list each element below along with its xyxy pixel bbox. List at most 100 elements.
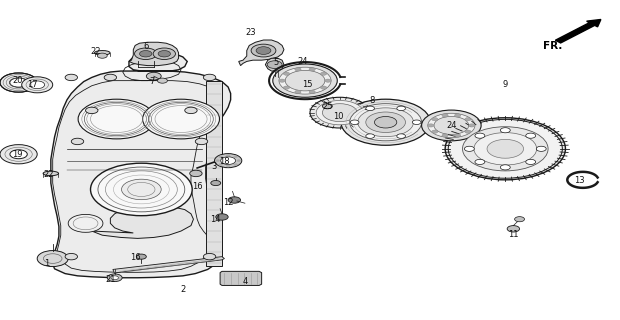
Circle shape: [428, 124, 434, 127]
Text: 13: 13: [574, 176, 585, 185]
Circle shape: [448, 119, 562, 178]
Circle shape: [256, 47, 271, 54]
Circle shape: [111, 276, 118, 280]
Polygon shape: [206, 81, 222, 266]
Polygon shape: [113, 257, 224, 274]
Circle shape: [507, 226, 520, 232]
Circle shape: [10, 150, 27, 159]
Circle shape: [526, 159, 536, 164]
Circle shape: [37, 251, 68, 267]
Text: 15: 15: [302, 80, 312, 89]
Text: 19: 19: [12, 150, 22, 159]
Circle shape: [463, 127, 548, 171]
Text: 14: 14: [211, 215, 221, 224]
Circle shape: [143, 99, 219, 139]
Text: 8: 8: [370, 96, 374, 105]
Text: 24: 24: [298, 57, 308, 66]
Text: 22: 22: [43, 170, 53, 179]
Text: 5: 5: [273, 58, 278, 67]
Ellipse shape: [43, 171, 58, 176]
Circle shape: [322, 104, 332, 109]
Text: 22: 22: [91, 47, 101, 56]
Circle shape: [203, 74, 216, 81]
Circle shape: [283, 72, 290, 75]
Polygon shape: [239, 40, 284, 66]
Circle shape: [295, 90, 301, 93]
Circle shape: [135, 48, 157, 60]
Circle shape: [432, 130, 438, 133]
Circle shape: [475, 133, 485, 138]
Circle shape: [136, 254, 146, 259]
Text: 16: 16: [130, 253, 141, 262]
Circle shape: [228, 197, 241, 203]
Circle shape: [279, 79, 285, 82]
Ellipse shape: [95, 51, 110, 55]
Circle shape: [104, 74, 117, 81]
Polygon shape: [92, 206, 193, 238]
Circle shape: [30, 81, 45, 89]
Circle shape: [65, 74, 78, 81]
Circle shape: [195, 138, 208, 145]
Circle shape: [464, 146, 474, 151]
Circle shape: [341, 99, 430, 145]
Circle shape: [366, 106, 374, 111]
Circle shape: [146, 72, 161, 80]
Text: 18: 18: [219, 157, 230, 166]
Circle shape: [397, 134, 405, 138]
Circle shape: [251, 44, 276, 57]
Circle shape: [78, 99, 155, 139]
Circle shape: [215, 154, 242, 168]
Circle shape: [107, 274, 122, 282]
Text: 1: 1: [44, 260, 49, 268]
Circle shape: [157, 78, 167, 83]
Circle shape: [500, 165, 510, 170]
Circle shape: [234, 164, 237, 165]
Text: 10: 10: [333, 112, 343, 121]
Circle shape: [219, 164, 223, 165]
Circle shape: [226, 165, 230, 167]
Circle shape: [221, 157, 236, 164]
Circle shape: [454, 114, 461, 117]
Circle shape: [316, 100, 363, 125]
Circle shape: [469, 124, 475, 127]
Circle shape: [445, 118, 565, 180]
Circle shape: [442, 134, 448, 137]
Text: 9: 9: [503, 80, 508, 89]
Circle shape: [97, 53, 107, 58]
Circle shape: [374, 116, 397, 128]
Circle shape: [428, 113, 475, 138]
Text: 6: 6: [143, 42, 148, 51]
Circle shape: [536, 146, 546, 151]
Circle shape: [283, 86, 290, 89]
Polygon shape: [220, 271, 262, 285]
Circle shape: [350, 120, 359, 124]
Circle shape: [454, 134, 461, 137]
Circle shape: [442, 114, 448, 117]
Circle shape: [397, 106, 405, 111]
Polygon shape: [265, 58, 284, 71]
Circle shape: [366, 134, 374, 138]
Text: 16: 16: [192, 182, 203, 191]
Text: FR.: FR.: [543, 41, 563, 52]
Circle shape: [140, 51, 152, 57]
Circle shape: [434, 116, 469, 134]
Circle shape: [526, 133, 536, 138]
Text: 4: 4: [242, 277, 247, 286]
Circle shape: [465, 118, 471, 121]
Circle shape: [219, 156, 223, 158]
Text: 3: 3: [211, 162, 216, 171]
Circle shape: [22, 77, 53, 93]
Circle shape: [273, 64, 337, 97]
Circle shape: [475, 159, 485, 164]
Polygon shape: [51, 52, 231, 278]
Circle shape: [350, 104, 422, 141]
Circle shape: [412, 120, 421, 124]
Text: 11: 11: [508, 230, 518, 239]
Circle shape: [158, 51, 170, 57]
Circle shape: [226, 154, 230, 156]
Circle shape: [500, 128, 510, 133]
Circle shape: [190, 170, 202, 177]
Circle shape: [465, 130, 471, 133]
Circle shape: [122, 179, 161, 200]
Circle shape: [237, 160, 241, 162]
